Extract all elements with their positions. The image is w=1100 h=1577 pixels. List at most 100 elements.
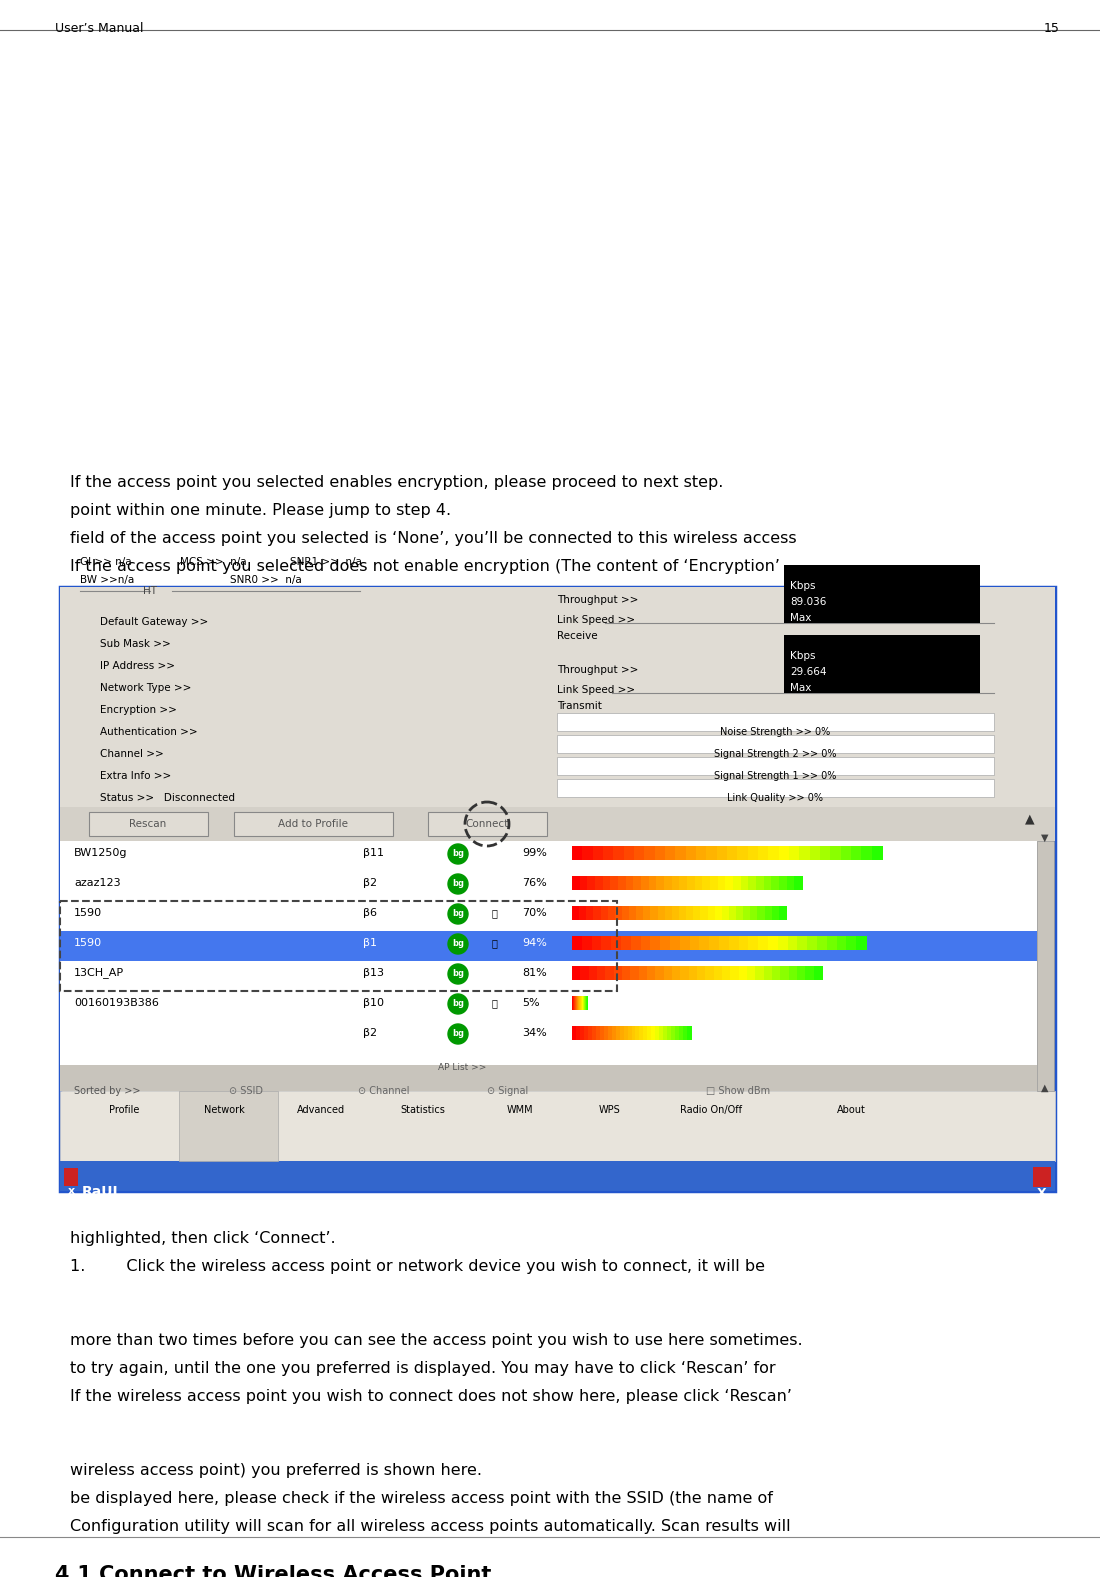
Text: 76%: 76%	[522, 878, 547, 888]
Bar	[719, 937, 729, 949]
Text: ▼: ▼	[1042, 833, 1048, 844]
Text: Advanced: Advanced	[297, 1105, 345, 1115]
Text: 🔒: 🔒	[492, 938, 498, 948]
Bar	[729, 937, 739, 949]
Bar	[592, 937, 602, 949]
Text: Kbps: Kbps	[790, 580, 815, 591]
Bar	[60, 587, 1055, 1191]
Text: Statistics: Statistics	[400, 1105, 446, 1115]
Bar	[624, 1027, 628, 1039]
Bar	[679, 1027, 683, 1039]
Circle shape	[448, 1023, 468, 1044]
Bar	[648, 1027, 652, 1039]
Bar	[636, 907, 644, 919]
Bar	[572, 1027, 576, 1039]
Text: AP List >>: AP List >>	[438, 1063, 486, 1072]
Bar	[786, 875, 795, 889]
Text: bg: bg	[452, 970, 464, 978]
Bar	[768, 937, 779, 949]
Bar	[663, 1027, 668, 1039]
Bar	[650, 937, 661, 949]
Text: ▲: ▲	[1025, 812, 1035, 825]
Bar	[60, 841, 1037, 871]
Bar	[607, 907, 615, 919]
Bar	[1037, 841, 1054, 1091]
Text: 5%: 5%	[522, 998, 540, 1008]
Bar	[717, 875, 726, 889]
Bar	[817, 937, 827, 949]
Bar	[707, 907, 715, 919]
Bar	[664, 907, 672, 919]
Bar	[668, 1027, 672, 1039]
Bar	[60, 900, 1037, 930]
Bar	[621, 907, 629, 919]
Bar	[779, 845, 790, 859]
Bar	[605, 967, 614, 979]
Text: Network Type >>: Network Type >>	[100, 683, 191, 692]
Text: bg: bg	[452, 850, 464, 858]
Text: 81%: 81%	[522, 968, 547, 978]
Bar	[794, 875, 803, 889]
Bar	[675, 1027, 680, 1039]
Bar	[428, 812, 547, 836]
Bar	[602, 937, 612, 949]
Text: β10: β10	[363, 998, 384, 1008]
Bar	[758, 907, 766, 919]
Text: Noise Strength >> 0%: Noise Strength >> 0%	[719, 727, 830, 736]
Text: HT: HT	[143, 587, 157, 596]
Bar	[557, 779, 994, 796]
Text: 94%: 94%	[522, 938, 547, 948]
Bar	[772, 907, 780, 919]
Bar	[60, 841, 1037, 1050]
Bar	[60, 1091, 1055, 1161]
Text: bg: bg	[452, 1000, 464, 1009]
Bar	[639, 967, 648, 979]
Bar	[672, 967, 681, 979]
Bar	[784, 565, 980, 623]
Bar	[871, 845, 882, 859]
Text: 🔒: 🔒	[492, 908, 498, 918]
Text: to try again, until the one you preferred is displayed. You may have to click ‘R: to try again, until the one you preferre…	[70, 1361, 776, 1377]
Bar	[680, 967, 690, 979]
Bar	[763, 967, 772, 979]
Text: β6: β6	[363, 908, 377, 918]
Circle shape	[448, 844, 468, 864]
Bar	[592, 1027, 596, 1039]
Bar	[612, 937, 621, 949]
Bar	[607, 1027, 613, 1039]
Bar	[582, 937, 592, 949]
Bar	[679, 907, 686, 919]
Text: Kbps: Kbps	[790, 651, 815, 661]
Bar	[750, 907, 758, 919]
Text: Network: Network	[204, 1105, 244, 1115]
Bar	[830, 845, 842, 859]
Bar	[624, 845, 635, 859]
Text: Sorted by >>: Sorted by >>	[74, 1087, 141, 1096]
Bar	[629, 907, 637, 919]
Bar	[60, 990, 1037, 1020]
Bar	[768, 845, 779, 859]
Text: be displayed here, please check if the wireless access point with the SSID (the : be displayed here, please check if the w…	[70, 1490, 773, 1506]
Bar	[670, 937, 680, 949]
Bar	[695, 875, 703, 889]
Bar	[701, 907, 708, 919]
Bar	[576, 1027, 581, 1039]
Bar	[572, 845, 583, 859]
Text: If the wireless access point you wish to connect does not show here, please clic: If the wireless access point you wish to…	[70, 1389, 792, 1404]
Bar	[656, 1027, 660, 1039]
Bar	[715, 907, 723, 919]
Bar	[649, 875, 657, 889]
Bar	[60, 930, 1037, 960]
Bar	[798, 967, 806, 979]
Bar	[788, 937, 798, 949]
Text: ⊙ SSID: ⊙ SSID	[229, 1087, 263, 1096]
Text: bg: bg	[452, 940, 464, 948]
Bar	[727, 845, 738, 859]
Bar	[621, 967, 630, 979]
Text: X: X	[1037, 1187, 1047, 1200]
Bar	[630, 967, 639, 979]
Bar	[60, 871, 1037, 900]
Bar	[763, 875, 772, 889]
Bar	[722, 967, 730, 979]
Text: Channel >>: Channel >>	[100, 749, 164, 759]
